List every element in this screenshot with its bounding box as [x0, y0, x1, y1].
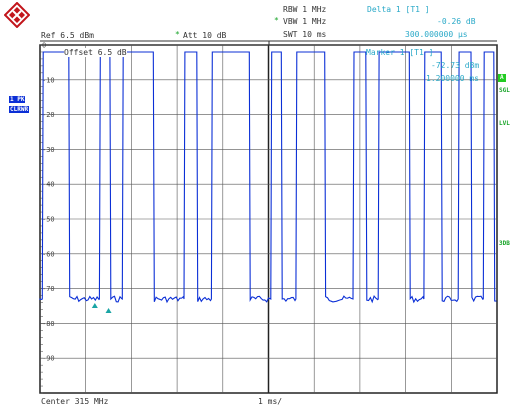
y-tick-label: -20 — [42, 111, 55, 119]
y-tick-label: -40 — [42, 181, 55, 189]
offset-label: Offset 6.5 dB — [64, 48, 127, 57]
ref-level: Ref 6.5 dBm — [41, 31, 94, 40]
swt-readout: SWT 10 ms — [283, 30, 327, 39]
marker-level: -72.73 dBm — [431, 61, 480, 70]
y-tick-label: -10 — [42, 76, 55, 84]
trace-a-badge: A — [498, 74, 506, 82]
center-frequency: Center 315 MHz — [41, 397, 109, 406]
brand-logo-icon — [4, 2, 30, 28]
trace-detector-badge: 1 PK — [9, 96, 26, 103]
brand-logo — [4, 2, 30, 28]
y-tick-label: -50 — [42, 216, 55, 224]
y-tick-label: -80 — [42, 320, 55, 328]
3db-indicator: 3DB — [499, 240, 510, 247]
delta-marker-title: Delta 1 [T1 ] — [367, 5, 430, 14]
y-tick-label: -90 — [42, 355, 55, 363]
vbw-readout: VBW 1 MHz — [283, 17, 327, 26]
marker-title: Marker 1 [T1 ] — [366, 48, 434, 57]
marker-1-icon — [91, 303, 98, 309]
y-tick-label: -30 — [42, 146, 55, 154]
sgl-indicator: SGL — [499, 87, 510, 94]
attenuation: Att 10 dB — [183, 31, 227, 40]
rbw-readout: RBW 1 MHz — [283, 5, 327, 14]
time-per-division: 1 ms/ — [258, 397, 283, 406]
y-tick-label: -70 — [42, 285, 55, 293]
vbw-star: * — [274, 16, 279, 25]
delta-marker-time: 300.000000 µs — [405, 30, 468, 39]
trace-line — [39, 51, 497, 304]
marker-time: 1.200000 ms — [426, 74, 479, 83]
trace-mode-badge: CLRWR — [9, 106, 30, 113]
lvl-indicator: LVL — [499, 120, 510, 127]
delta-marker-icon — [105, 308, 112, 314]
y-tick-label: -60 — [42, 250, 55, 258]
att-star: * — [175, 30, 180, 39]
y-tick-label: 0 — [42, 42, 46, 50]
delta-marker-level: -0.26 dB — [437, 17, 476, 26]
